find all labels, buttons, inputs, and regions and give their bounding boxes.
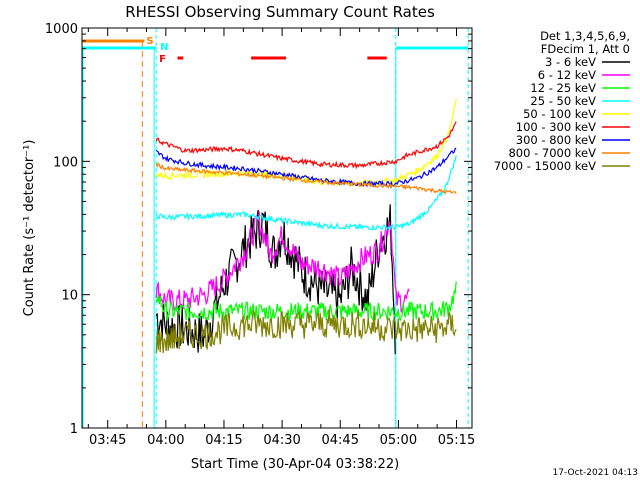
series-line-7000-to-15000keV — [155, 309, 457, 354]
y-tick-label: 1 — [70, 422, 78, 437]
x-tick-label: 04:45 — [322, 433, 359, 448]
legend-header-line-2: FDecim 1, Att 0 — [541, 42, 630, 56]
flare-flag-label: F — [159, 54, 166, 65]
generation-timestamp: 17-Oct-2021 04:13 — [553, 468, 638, 478]
legend-label: 25 - 50 keV — [530, 94, 596, 108]
series-line-100-to-300keV — [155, 121, 457, 170]
x-tick-label: 05:00 — [380, 433, 417, 448]
x-tick-label: 03:45 — [89, 433, 126, 448]
series-line-12-to-25keV — [155, 281, 457, 323]
x-tick-label: 04:30 — [263, 433, 300, 448]
legend-label: 7000 - 15000 keV — [494, 159, 596, 173]
legend-label: 3 - 6 keV — [545, 55, 596, 69]
y-tick-label: 1000 — [45, 22, 78, 37]
legend-header-line-1: Det 1,3,4,5,6,9, — [540, 29, 630, 43]
y-tick-label: 100 — [53, 155, 78, 170]
x-tick-label: 05:15 — [438, 433, 475, 448]
legend-label: 6 - 12 keV — [538, 68, 596, 82]
series-line-25-to-50keV — [155, 155, 457, 232]
series-line-300-to-800keV — [155, 147, 457, 188]
x-tick-label: 04:15 — [205, 433, 242, 448]
legend-label: 100 - 300 keV — [516, 120, 596, 134]
plot-area: SNF — [81, 28, 469, 428]
x-tick-label: 04:00 — [147, 433, 184, 448]
plot-frame — [81, 27, 473, 429]
legend-label: 12 - 25 keV — [530, 81, 596, 95]
legend-label: 800 - 7000 keV — [508, 146, 596, 160]
legend-label: 300 - 800 keV — [516, 133, 596, 147]
chart-title: RHESSI Observing Summary Count Rates — [125, 3, 435, 21]
legend: Det 1,3,4,5,6,9, FDecim 1, Att 0 3 - 6 k… — [494, 29, 630, 173]
y-axis-label: Count Rate (s⁻¹ detector⁻¹) — [22, 140, 37, 317]
axes: 1 10 100 1000 03:45 04:00 04:15 04:30 04:45 05:00… — [45, 22, 475, 448]
night-flag-label: N — [160, 42, 168, 53]
y-tick-label: 10 — [61, 289, 78, 304]
series-line-3-to-6keV — [155, 204, 396, 355]
series-line-800-to-7000keV — [155, 161, 457, 195]
legend-label: 50 - 100 keV — [523, 107, 596, 121]
saa-flag-label: S — [146, 36, 153, 47]
series-line-6-to-12keV — [155, 211, 410, 313]
x-axis-label: Start Time (30-Apr-04 03:38:22) — [191, 457, 399, 472]
